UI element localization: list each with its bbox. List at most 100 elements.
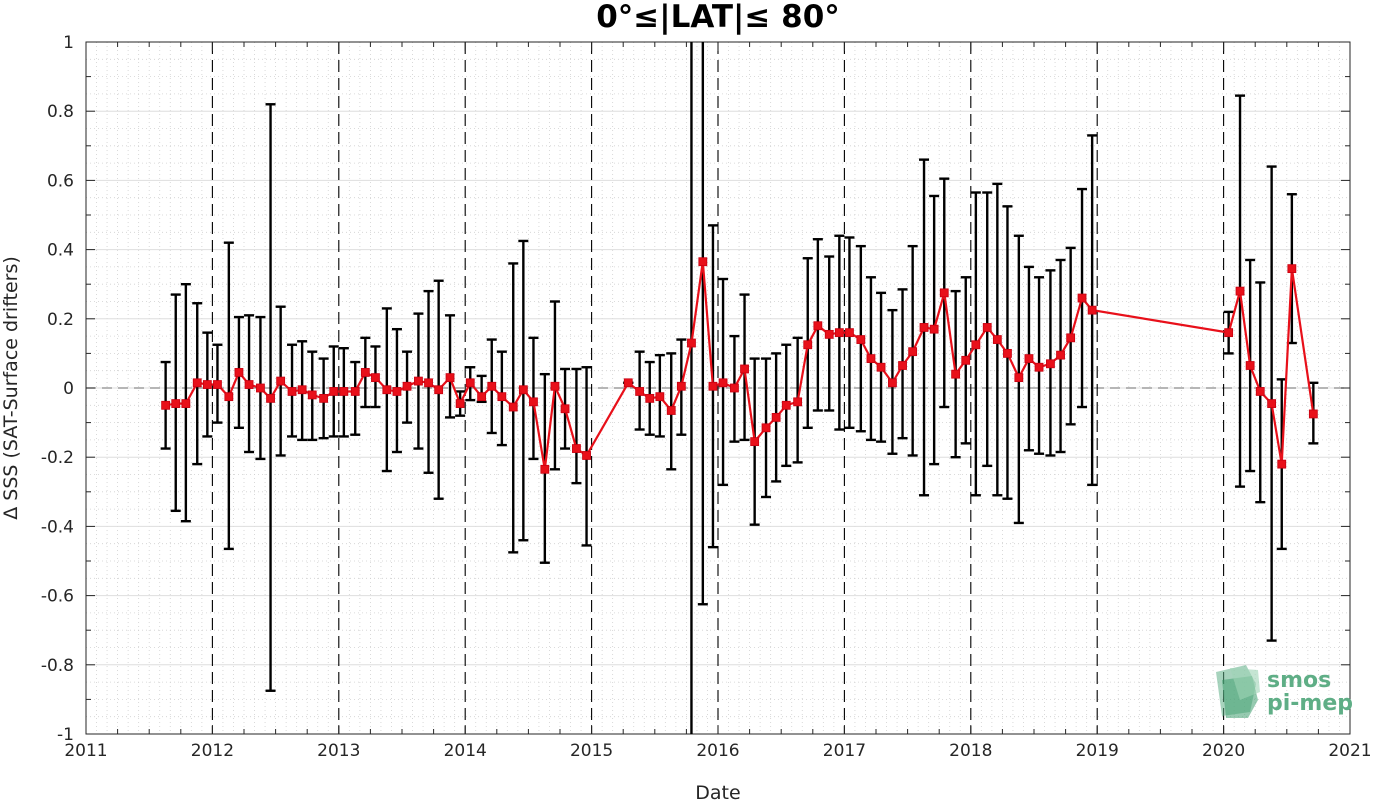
data-point bbox=[1308, 409, 1318, 419]
y-tick-label: -0.8 bbox=[41, 656, 74, 676]
data-point bbox=[276, 376, 286, 386]
x-tick-label: 2015 bbox=[570, 741, 613, 761]
data-point bbox=[1245, 361, 1255, 370]
data-point bbox=[414, 376, 423, 386]
data-point bbox=[687, 338, 696, 348]
data-point bbox=[307, 390, 317, 400]
x-tick-label: 2017 bbox=[823, 741, 866, 761]
data-point bbox=[455, 399, 465, 408]
series-line bbox=[165, 261, 1315, 470]
data-point bbox=[1003, 348, 1012, 358]
data-point bbox=[319, 393, 329, 403]
x-tick-label: 2021 bbox=[1328, 741, 1371, 761]
x-tick-label: 2019 bbox=[1076, 741, 1119, 761]
data-point bbox=[382, 385, 392, 395]
x-tick-label: 2020 bbox=[1202, 741, 1245, 761]
data-point bbox=[1087, 305, 1097, 315]
data-point bbox=[266, 393, 275, 403]
x-tick-label: 2016 bbox=[696, 741, 739, 761]
data-point bbox=[402, 381, 412, 391]
logo: smos pi-mep bbox=[1216, 665, 1353, 718]
axis-ticks bbox=[85, 41, 1351, 735]
data-point bbox=[171, 399, 181, 408]
data-point bbox=[1235, 286, 1245, 296]
y-tick-labels: 1 0.8 0.6 0.4 0.2 0 -0.2 -0.4 -0.6 -0.8 -1 bbox=[41, 33, 74, 745]
y-tick-label: 0.4 bbox=[47, 241, 74, 261]
data-point bbox=[771, 413, 781, 422]
data-point bbox=[813, 321, 823, 331]
data-point bbox=[718, 378, 728, 388]
data-point bbox=[192, 378, 202, 388]
data-point bbox=[708, 381, 718, 391]
y-tick-label: -0.6 bbox=[41, 587, 74, 607]
x-tick-label: 2018 bbox=[949, 741, 992, 761]
data-point bbox=[256, 383, 265, 393]
logo-line1: smos bbox=[1267, 668, 1331, 693]
data-point bbox=[540, 464, 550, 474]
data-point bbox=[730, 383, 739, 393]
data-point bbox=[582, 451, 591, 460]
data-point bbox=[793, 397, 803, 407]
data-point bbox=[508, 402, 518, 412]
y-tick-label: 0 bbox=[63, 379, 74, 399]
x-tick-label: 2014 bbox=[444, 741, 487, 761]
data-point bbox=[329, 387, 339, 396]
data-point bbox=[623, 378, 633, 388]
data-point bbox=[971, 340, 981, 350]
logo-mark-icon bbox=[1216, 665, 1260, 718]
data-point bbox=[202, 380, 212, 389]
data-point bbox=[761, 423, 771, 433]
x-tick-label: 2011 bbox=[64, 741, 107, 761]
data-point bbox=[866, 354, 876, 363]
data-point bbox=[497, 392, 507, 402]
data-point bbox=[487, 381, 497, 391]
data-point bbox=[824, 329, 834, 339]
data-point bbox=[635, 387, 645, 396]
data-point bbox=[181, 399, 191, 408]
data-point bbox=[876, 362, 886, 372]
data-point bbox=[1024, 354, 1034, 363]
data-markers bbox=[161, 257, 1318, 474]
data-point bbox=[1255, 387, 1265, 396]
data-point bbox=[550, 381, 560, 391]
data-point bbox=[939, 288, 949, 298]
y-tick-label: 0.8 bbox=[47, 102, 74, 122]
year-lines bbox=[211, 42, 1225, 734]
x-tick-label: 2013 bbox=[317, 741, 360, 761]
y-axis-label: Δ SSS (SAT-Surface drifters) bbox=[0, 256, 22, 520]
data-point bbox=[572, 444, 581, 453]
data-point bbox=[529, 397, 538, 407]
data-point bbox=[560, 404, 570, 414]
chart-title: 0°≤|LAT|≤ 80° bbox=[596, 0, 840, 35]
data-point bbox=[856, 335, 866, 344]
logo-line2: pi-mep bbox=[1267, 691, 1353, 716]
data-point bbox=[224, 392, 234, 402]
data-point bbox=[339, 387, 349, 396]
data-point bbox=[1046, 359, 1055, 369]
data-point bbox=[992, 335, 1002, 344]
data-point bbox=[244, 380, 254, 389]
data-point bbox=[477, 392, 487, 402]
data-point bbox=[371, 373, 380, 383]
data-point bbox=[1056, 350, 1065, 360]
data-point bbox=[465, 378, 475, 388]
y-tick-label: -1 bbox=[57, 725, 74, 745]
data-point bbox=[655, 392, 665, 402]
data-point bbox=[1077, 293, 1087, 303]
data-point bbox=[845, 328, 854, 338]
data-point bbox=[961, 355, 971, 365]
data-point bbox=[445, 373, 455, 383]
data-point bbox=[392, 387, 402, 396]
data-point bbox=[434, 385, 444, 395]
y-tick-label: -0.4 bbox=[41, 517, 74, 537]
data-point bbox=[1267, 399, 1277, 408]
x-axis-label: Date bbox=[695, 782, 740, 801]
data-point bbox=[1014, 373, 1024, 383]
data-point bbox=[666, 406, 676, 415]
data-point bbox=[1224, 328, 1234, 338]
y-tick-label: 0.2 bbox=[47, 310, 74, 330]
data-point bbox=[750, 437, 760, 447]
data-point bbox=[834, 328, 844, 338]
data-point bbox=[1066, 333, 1076, 343]
